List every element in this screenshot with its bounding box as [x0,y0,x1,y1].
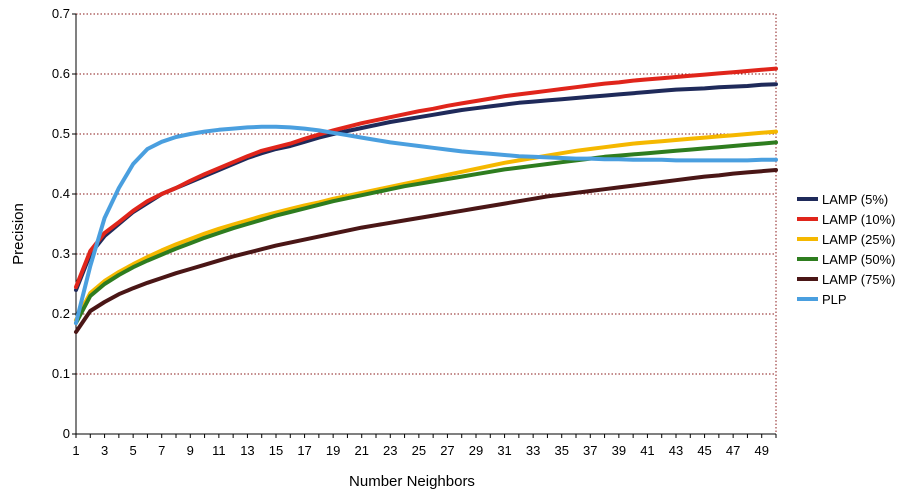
legend-label: LAMP (10%) [822,212,895,227]
legend-label: LAMP (5%) [822,192,888,207]
x-tick-label: 21 [354,443,368,458]
x-tick-label: 31 [497,443,511,458]
x-tick-label: 47 [726,443,740,458]
x-tick-label: 23 [383,443,397,458]
x-tick-label: 41 [640,443,654,458]
series-line-4 [74,168,778,334]
x-tick-label: 37 [583,443,597,458]
legend: LAMP (5%) LAMP (10%) LAMP (25%) LAMP (50%) L… [797,192,895,307]
x-tick-label: 19 [326,443,340,458]
x-tick-label: 43 [669,443,683,458]
x-tick-label: 7 [158,443,165,458]
y-tick-label: 0.6 [52,66,70,81]
x-tick-label: 11 [212,443,226,458]
gridlines [76,13,776,375]
y-tick-labels: 0 0.1 0.2 0.3 0.4 0.5 0.6 0.7 [52,6,76,441]
x-tick-label: 49 [754,443,768,458]
x-tick-label: 3 [101,443,108,458]
y-tick-label: 0.1 [52,366,70,381]
x-tick-labels: 1 3 5 7 9 11 13 15 17 19 21 23 25 27 29 31 33 35 37 39 41 43 4… [72,434,777,458]
series-line-5 [74,124,778,325]
y-tick-label: 0.3 [52,246,70,261]
x-tick-label: 17 [297,443,311,458]
x-tick-label: 29 [469,443,483,458]
series-line-3 [74,140,778,325]
x-tick-label: 27 [440,443,454,458]
y-tick-label: 0.5 [52,126,70,141]
x-tick-label: 13 [240,443,254,458]
x-tick-label: 33 [526,443,540,458]
x-tick-label: 25 [412,443,426,458]
x-tick-label: 45 [697,443,711,458]
series-line-2 [74,129,778,322]
legend-label: LAMP (75%) [822,272,895,287]
y-tick-label: 0.2 [52,306,70,321]
x-tick-label: 5 [130,443,137,458]
legend-label: PLP [822,292,847,307]
y-tick-label: 0.4 [52,186,70,201]
y-tick-label: 0.7 [52,6,70,21]
x-tick-label: 1 [72,443,79,458]
series-line-1 [74,66,778,289]
x-tick-label: 35 [554,443,568,458]
x-tick-label: 9 [187,443,194,458]
y-tick-label: 0 [63,426,70,441]
series-lines [74,66,778,334]
x-tick-label: 39 [612,443,626,458]
y-axis-label: Precision [10,203,27,265]
x-axis-label: Number Neighbors [349,473,475,490]
legend-label: LAMP (25%) [822,232,895,247]
legend-label: LAMP (50%) [822,252,895,267]
x-tick-label: 15 [269,443,283,458]
